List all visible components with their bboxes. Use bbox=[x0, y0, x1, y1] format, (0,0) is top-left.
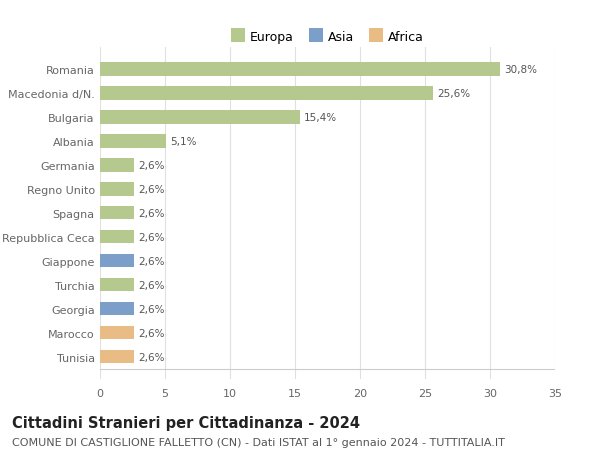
Text: Cittadini Stranieri per Cittadinanza - 2024: Cittadini Stranieri per Cittadinanza - 2… bbox=[12, 415, 360, 431]
Text: COMUNE DI CASTIGLIONE FALLETTO (CN) - Dati ISTAT al 1° gennaio 2024 - TUTTITALIA: COMUNE DI CASTIGLIONE FALLETTO (CN) - Da… bbox=[12, 437, 505, 447]
Text: 5,1%: 5,1% bbox=[170, 137, 197, 146]
Bar bbox=[100, 63, 500, 76]
Bar bbox=[100, 111, 301, 124]
Text: 2,6%: 2,6% bbox=[138, 304, 164, 314]
Bar bbox=[100, 326, 134, 340]
Bar bbox=[100, 87, 433, 101]
Text: 2,6%: 2,6% bbox=[138, 208, 164, 218]
Text: 2,6%: 2,6% bbox=[138, 328, 164, 338]
Text: 2,6%: 2,6% bbox=[138, 280, 164, 290]
Bar bbox=[100, 183, 134, 196]
Text: 2,6%: 2,6% bbox=[138, 352, 164, 362]
Text: 2,6%: 2,6% bbox=[138, 232, 164, 242]
Text: 15,4%: 15,4% bbox=[304, 113, 337, 123]
Bar bbox=[100, 231, 134, 244]
Text: 30,8%: 30,8% bbox=[505, 65, 538, 75]
Text: 25,6%: 25,6% bbox=[437, 89, 470, 99]
Bar bbox=[100, 159, 134, 172]
Text: 2,6%: 2,6% bbox=[138, 161, 164, 171]
Bar bbox=[100, 135, 166, 148]
Bar bbox=[100, 302, 134, 316]
Text: 2,6%: 2,6% bbox=[138, 256, 164, 266]
Bar bbox=[100, 255, 134, 268]
Legend: Europa, Asia, Africa: Europa, Asia, Africa bbox=[226, 26, 429, 49]
Text: 2,6%: 2,6% bbox=[138, 185, 164, 195]
Bar bbox=[100, 279, 134, 292]
Bar bbox=[100, 207, 134, 220]
Bar bbox=[100, 351, 134, 364]
